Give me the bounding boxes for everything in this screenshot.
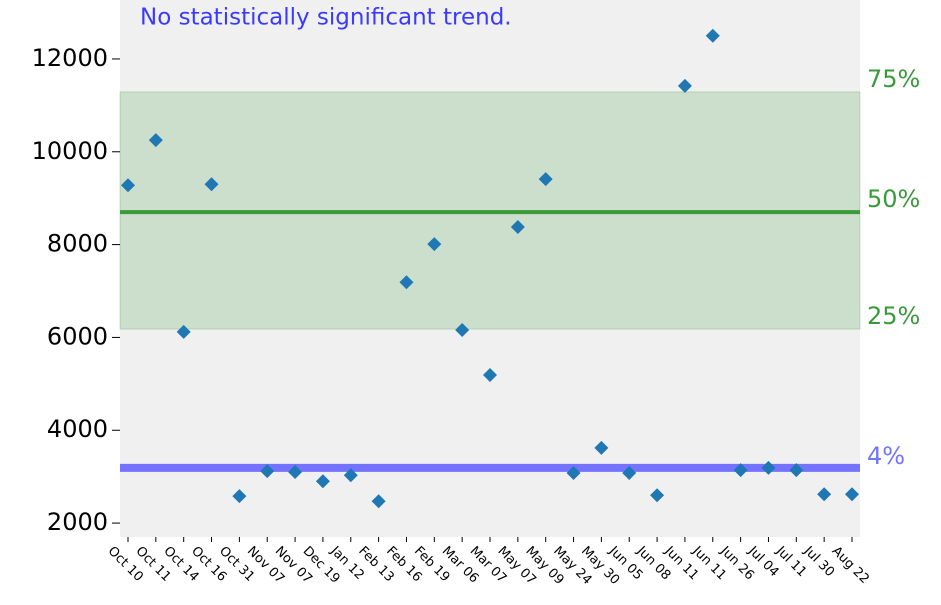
point xyxy=(538,172,553,187)
x-tick-label: Jul 11 xyxy=(772,543,809,580)
point xyxy=(121,178,135,193)
point xyxy=(677,78,692,93)
point xyxy=(204,177,219,192)
annotation: No statistically significant trend. xyxy=(140,5,512,31)
point xyxy=(176,324,191,339)
y-tick-label: 12000 xyxy=(32,44,108,72)
point xyxy=(789,463,804,478)
x-tick-label: Aug 22 xyxy=(829,544,872,587)
point xyxy=(594,440,609,455)
point xyxy=(817,487,832,502)
point xyxy=(148,133,163,148)
point xyxy=(622,465,637,480)
y-tick-label: 6000 xyxy=(47,322,108,350)
y-tick-label: 4000 xyxy=(47,415,108,443)
point xyxy=(232,489,247,504)
point xyxy=(483,368,497,383)
point xyxy=(650,488,665,503)
point xyxy=(510,219,525,234)
point xyxy=(733,463,748,478)
point xyxy=(427,237,442,252)
point xyxy=(566,465,581,480)
point xyxy=(260,464,275,479)
point xyxy=(371,494,386,509)
percentile-label: 50% xyxy=(867,185,920,213)
percentile-label: 75% xyxy=(867,65,920,93)
x-tick-label: Jul 30 xyxy=(800,543,837,580)
y-tick-label: 10000 xyxy=(32,137,108,165)
percentile-label: 25% xyxy=(867,302,920,330)
point xyxy=(845,487,859,502)
point xyxy=(705,28,720,43)
point xyxy=(343,468,358,483)
point xyxy=(455,322,470,337)
plot-area xyxy=(120,0,860,537)
point xyxy=(315,474,330,489)
y-tick-label: 2000 xyxy=(47,508,108,536)
point xyxy=(761,460,776,475)
y-tick-label: 8000 xyxy=(47,230,108,258)
threshold-label: 4% xyxy=(867,442,905,470)
point xyxy=(399,275,414,290)
point xyxy=(288,465,303,480)
